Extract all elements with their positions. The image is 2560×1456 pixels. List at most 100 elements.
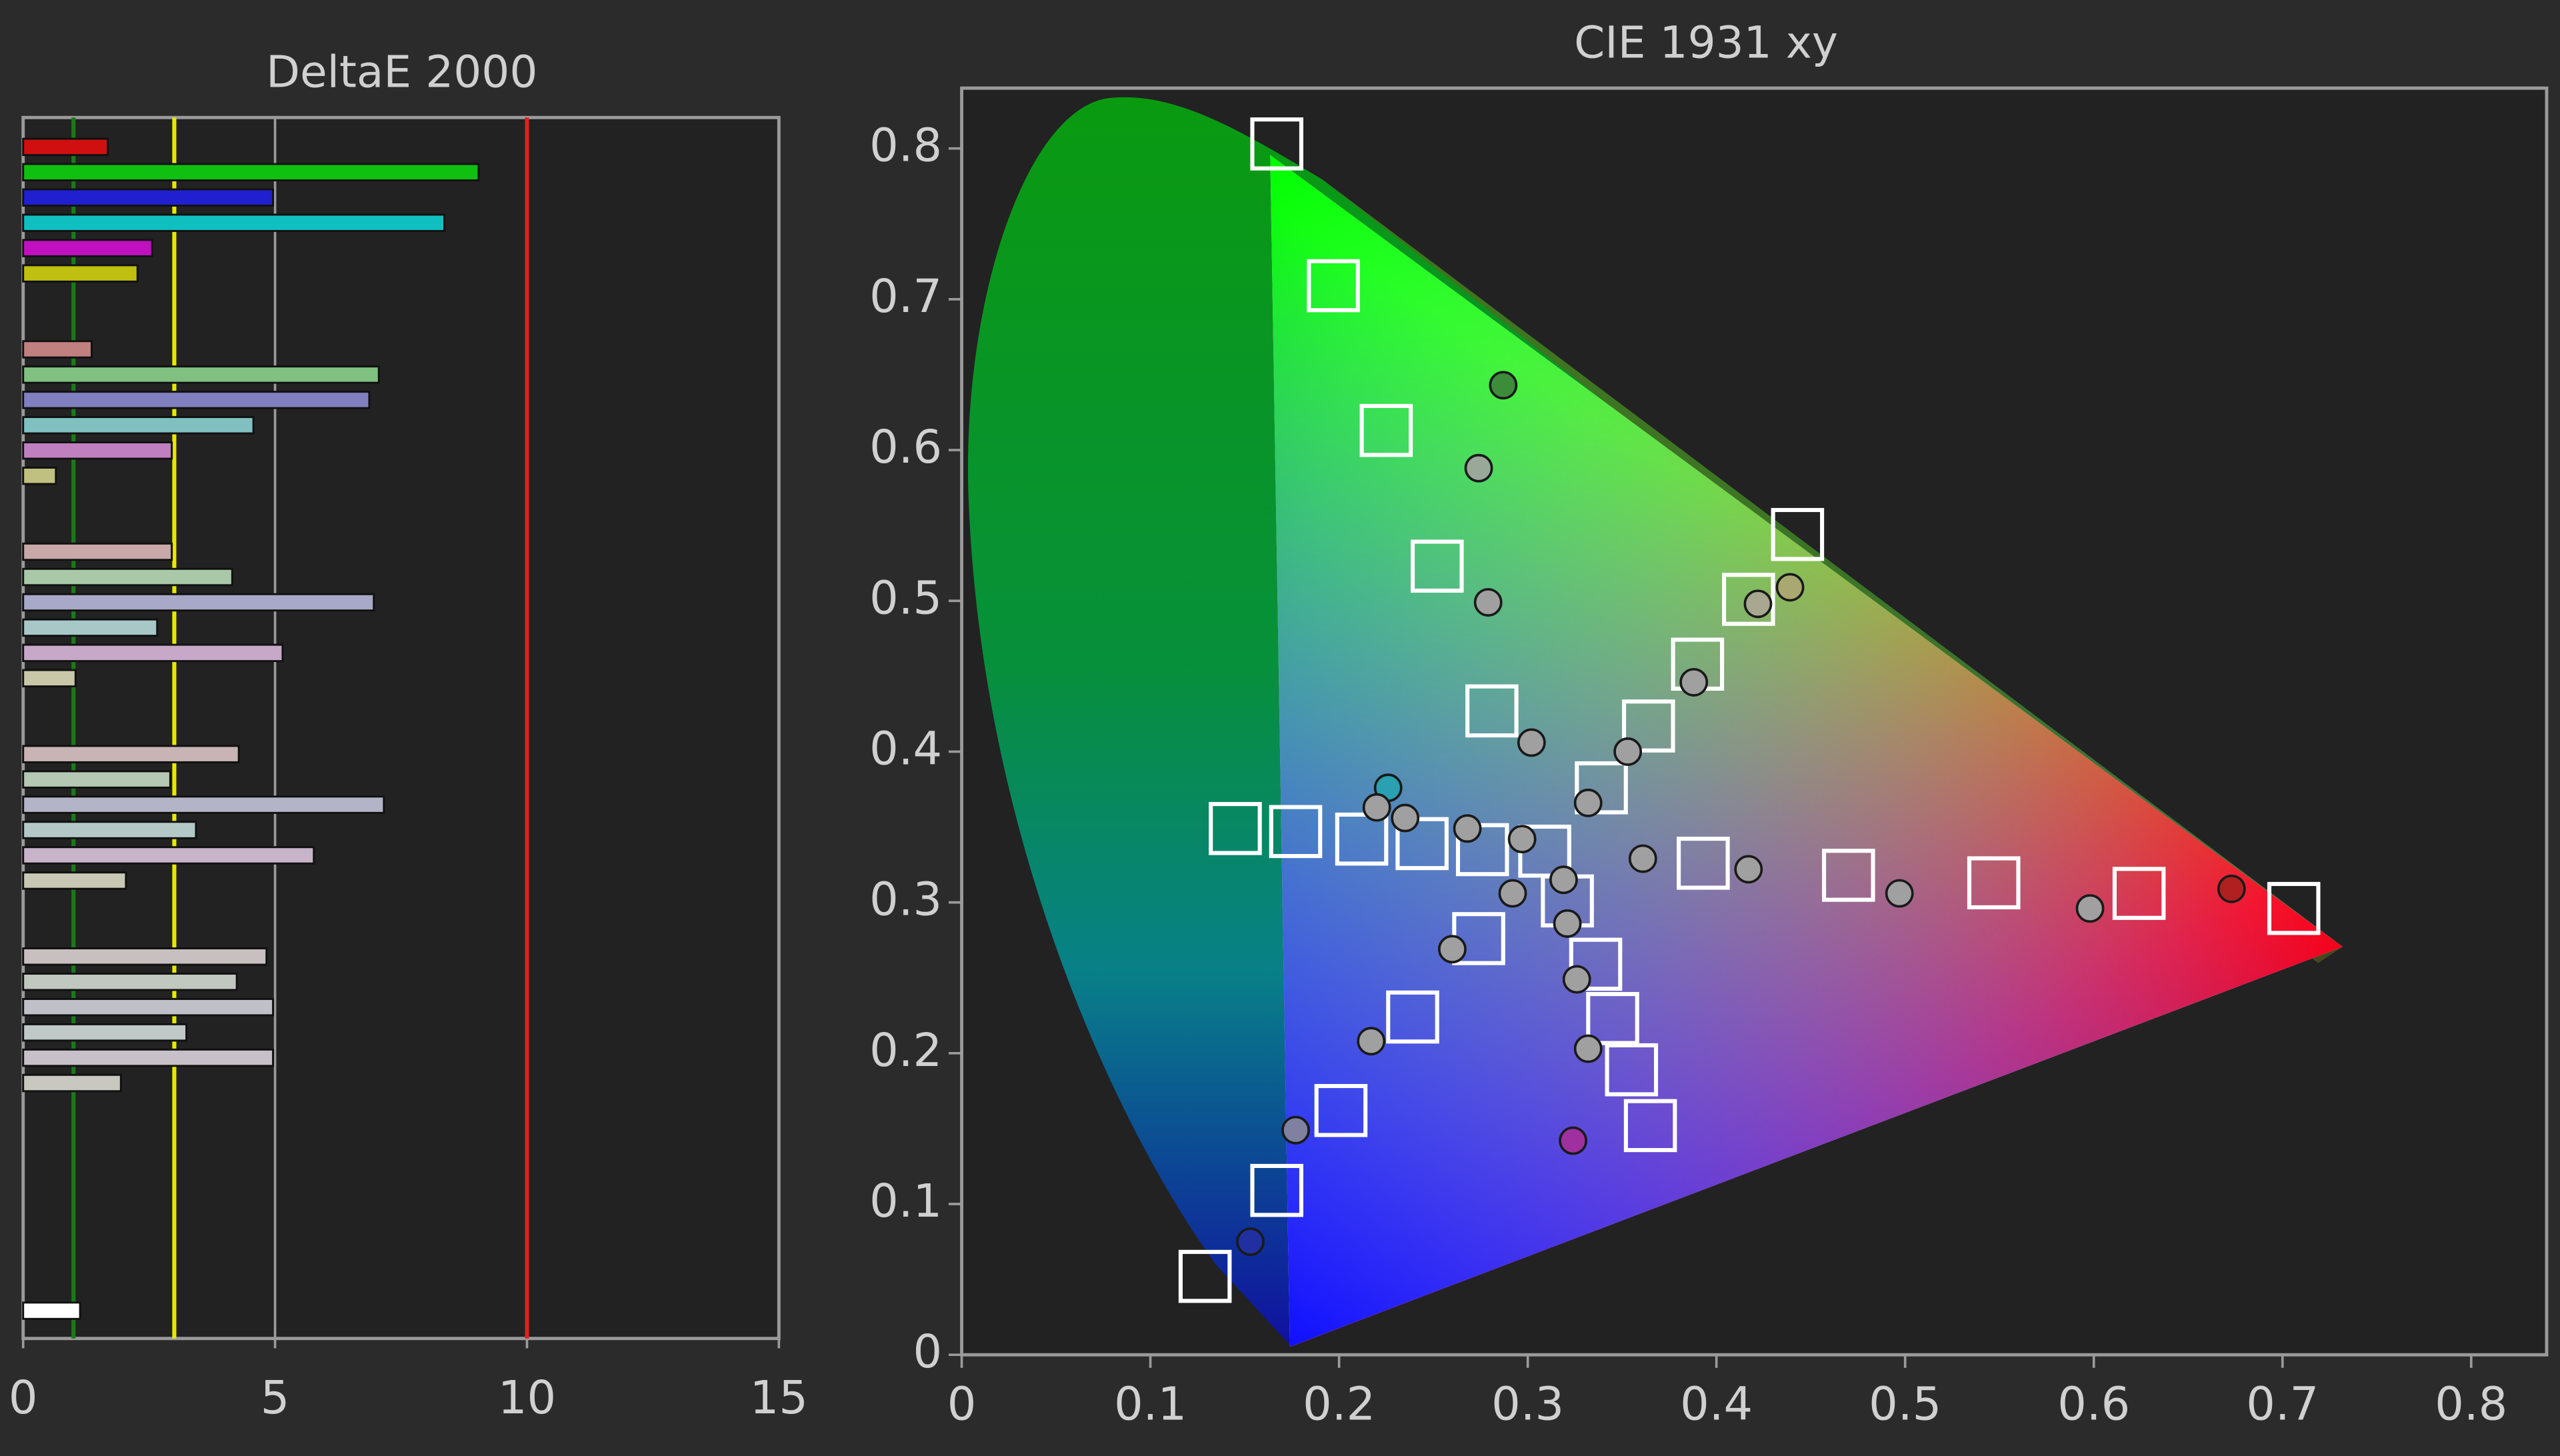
bar bbox=[22, 795, 385, 814]
y-tick-label: 0.3 bbox=[869, 873, 942, 927]
bar bbox=[22, 821, 197, 839]
y-tick-label: 0.5 bbox=[869, 571, 942, 625]
target-marker bbox=[1621, 699, 1675, 753]
target-marker bbox=[1395, 817, 1449, 871]
target-marker bbox=[1821, 849, 1875, 902]
x-tick-label: 10 bbox=[498, 1371, 556, 1425]
measured-marker bbox=[1362, 793, 1391, 822]
bar bbox=[22, 542, 173, 561]
bar bbox=[22, 365, 380, 384]
bar bbox=[22, 643, 284, 663]
bar bbox=[22, 1073, 122, 1093]
bar bbox=[22, 340, 93, 359]
x-tick-label: 5 bbox=[261, 1371, 290, 1425]
measured-marker bbox=[1438, 935, 1467, 964]
bar bbox=[22, 239, 153, 257]
measured-marker bbox=[1885, 879, 1914, 908]
target-marker bbox=[1721, 573, 1775, 626]
bar bbox=[22, 997, 275, 1017]
bar bbox=[22, 871, 127, 890]
measured-marker bbox=[1391, 803, 1420, 833]
x-tick-label: 0.8 bbox=[2435, 1378, 2507, 1431]
measured-marker bbox=[1559, 1126, 1587, 1155]
target-marker bbox=[1335, 812, 1389, 866]
x-tick-label: 0 bbox=[947, 1378, 977, 1431]
x-tick-label: 0 bbox=[9, 1371, 38, 1425]
y-tick-label: 0.7 bbox=[869, 270, 942, 323]
measured-marker bbox=[1562, 965, 1591, 994]
bar bbox=[22, 846, 315, 865]
x-tick-label: 0.1 bbox=[1114, 1378, 1187, 1431]
bar bbox=[22, 745, 240, 763]
x-tick-label: 0.6 bbox=[2057, 1378, 2130, 1431]
measured-marker bbox=[1573, 1034, 1603, 1063]
gamut-blue bbox=[1270, 155, 2343, 1347]
target-marker bbox=[1410, 539, 1464, 593]
bar bbox=[22, 163, 480, 182]
target-marker bbox=[2112, 867, 2166, 920]
measured-marker bbox=[1549, 865, 1578, 895]
bar bbox=[22, 593, 375, 612]
x-tick-label: 0.2 bbox=[1303, 1378, 1375, 1431]
x-tick-label: 15 bbox=[750, 1371, 808, 1425]
target-marker bbox=[1269, 805, 1323, 859]
measured-marker bbox=[1573, 788, 1603, 817]
target-marker bbox=[1569, 937, 1623, 991]
measured-marker bbox=[1473, 588, 1503, 617]
target-marker bbox=[1623, 1099, 1677, 1153]
target-marker bbox=[1209, 802, 1262, 855]
x-tick-label: 0.4 bbox=[1680, 1378, 1753, 1431]
bar bbox=[22, 391, 371, 409]
x-tick-label: 0.5 bbox=[1869, 1378, 1941, 1431]
target-marker bbox=[1465, 684, 1519, 738]
measured-marker bbox=[1357, 1027, 1386, 1056]
bar bbox=[22, 1023, 188, 1042]
measured-marker bbox=[1464, 453, 1493, 483]
measured-marker bbox=[1236, 1227, 1265, 1256]
target-marker bbox=[1307, 259, 1360, 313]
bar bbox=[22, 618, 159, 637]
spectral-locus bbox=[967, 97, 2343, 1347]
bar bbox=[22, 1301, 81, 1320]
measured-marker bbox=[1517, 728, 1546, 757]
target-marker bbox=[1250, 1163, 1303, 1217]
measured-marker bbox=[1553, 909, 1582, 938]
bar bbox=[22, 1048, 275, 1067]
measured-marker bbox=[1453, 814, 1482, 843]
bar bbox=[22, 973, 238, 991]
x-tick-label: 0.3 bbox=[1491, 1378, 1564, 1431]
target-marker bbox=[1586, 992, 1639, 1045]
target-marker bbox=[1605, 1043, 1659, 1097]
y-tick-label: 0 bbox=[913, 1325, 943, 1379]
target-marker bbox=[1178, 1249, 1232, 1303]
y-tick-label: 0.8 bbox=[869, 119, 942, 173]
measured-marker bbox=[2075, 894, 2105, 923]
measured-marker bbox=[1613, 737, 1643, 766]
bar bbox=[22, 467, 57, 485]
x-tick-label: 0.7 bbox=[2246, 1378, 2319, 1431]
bar bbox=[22, 567, 233, 587]
bar bbox=[22, 264, 139, 283]
target-marker bbox=[1677, 837, 1730, 890]
target-marker bbox=[1771, 507, 1825, 561]
measured-marker bbox=[1628, 844, 1657, 873]
chart-title: CIE 1931 xy bbox=[1574, 17, 1838, 69]
measured-marker bbox=[1734, 855, 1763, 884]
y-tick-label: 0.6 bbox=[869, 421, 942, 474]
bar bbox=[22, 137, 109, 157]
target-marker bbox=[1250, 117, 1303, 171]
measured-marker bbox=[2217, 874, 2246, 903]
y-tick-label: 0.1 bbox=[869, 1175, 942, 1228]
target-marker bbox=[2267, 881, 2321, 935]
measured-marker bbox=[1507, 825, 1537, 854]
bar bbox=[22, 416, 255, 435]
measured-marker bbox=[1489, 371, 1518, 400]
bar bbox=[22, 213, 445, 232]
bar bbox=[22, 669, 77, 688]
target-marker bbox=[1967, 856, 2021, 910]
bar bbox=[22, 188, 275, 207]
y-tick-label: 0.2 bbox=[869, 1024, 942, 1077]
measured-marker bbox=[1679, 667, 1709, 697]
plot-area bbox=[21, 115, 781, 1341]
